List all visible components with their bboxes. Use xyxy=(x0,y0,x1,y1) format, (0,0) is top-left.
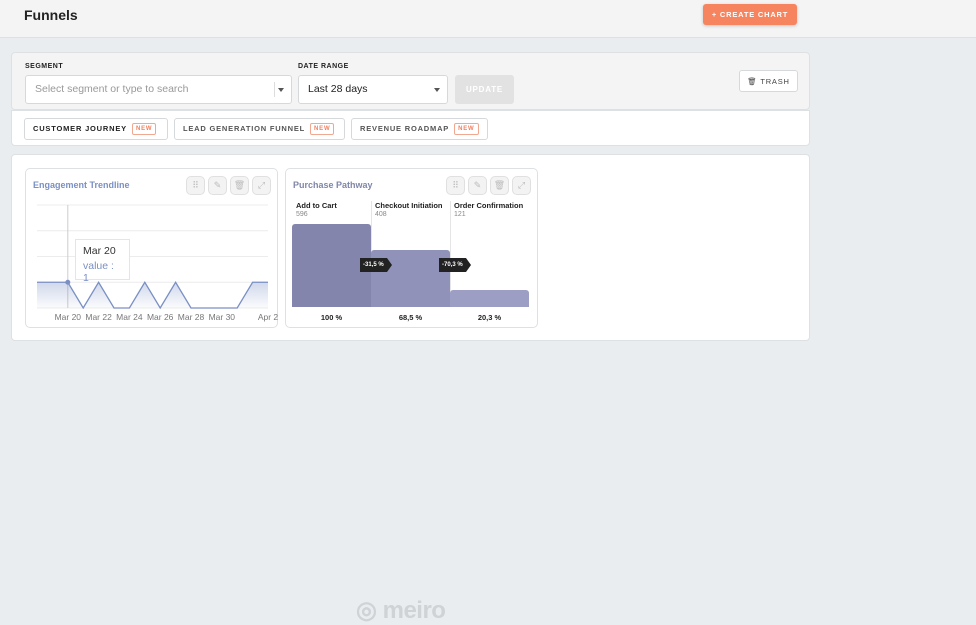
step-label: Order Confirmation xyxy=(454,201,524,210)
drag-handle-icon[interactable]: ⠿ xyxy=(446,176,465,195)
charts-board: Engagement Trendline ⠿ ✎ 🗑 ⤢ Mar 20 Mar 2… xyxy=(11,154,810,341)
create-chart-button[interactable]: + CREATE CHART xyxy=(703,4,797,25)
chart-card-engagement-trendline: Engagement Trendline ⠿ ✎ 🗑 ⤢ Mar 20 Mar 2… xyxy=(25,168,278,328)
step-percent: 100 % xyxy=(320,313,343,322)
x-tick-label: Mar 22 xyxy=(85,312,112,322)
chevron-down-icon xyxy=(278,88,284,92)
trash-icon: 🗑 xyxy=(747,77,761,86)
delete-icon[interactable]: 🗑 xyxy=(230,176,249,195)
expand-icon[interactable]: ⤢ xyxy=(252,176,271,195)
page-header: Funnels + CREATE CHART xyxy=(0,0,976,38)
tooltip-value: value : 1 xyxy=(83,260,114,284)
tab-customer-journey[interactable]: CUSTOMER JOURNEY NEW xyxy=(24,118,168,140)
step-value: 121 xyxy=(454,211,466,218)
date-range-select[interactable]: Last 28 days xyxy=(298,75,448,104)
column-divider xyxy=(450,201,451,307)
x-tick-label: Mar 24 xyxy=(116,312,143,322)
step-percent: 20,3 % xyxy=(477,313,502,322)
segment-select[interactable]: Select segment or type to search xyxy=(25,75,292,104)
chart-title: Engagement Trendline xyxy=(33,180,130,190)
expand-icon[interactable]: ⤢ xyxy=(512,176,531,195)
x-tick-label: Mar 26 xyxy=(147,312,174,322)
edit-icon[interactable]: ✎ xyxy=(208,176,227,195)
trash-label: TRASH xyxy=(760,77,790,86)
chevron-down-icon xyxy=(434,88,440,92)
new-badge: NEW xyxy=(454,123,479,135)
step-label: Add to Cart xyxy=(296,201,337,210)
series-line xyxy=(37,280,268,310)
new-badge: NEW xyxy=(310,123,335,135)
tooltip-date: Mar 20 xyxy=(83,245,116,257)
delete-icon[interactable]: 🗑 xyxy=(490,176,509,195)
segment-placeholder: Select segment or type to search xyxy=(35,83,189,95)
x-tick-label: Mar 28 xyxy=(178,312,205,322)
x-tick-label: Apr 2 xyxy=(258,312,279,322)
dropoff-badge: -70,3 % xyxy=(439,258,471,272)
page-title: Funnels xyxy=(24,7,78,23)
step-percent: 68,5 % xyxy=(398,313,423,322)
step-value: 596 xyxy=(296,211,308,218)
update-button[interactable]: UPDATE xyxy=(455,75,514,104)
date-range-value: Last 28 days xyxy=(308,83,368,95)
edit-icon[interactable]: ✎ xyxy=(468,176,487,195)
x-tick-label: Mar 30 xyxy=(209,312,236,322)
chart-tooltip: Mar 20 value : 1 xyxy=(75,239,130,284)
drag-handle-icon[interactable]: ⠿ xyxy=(186,176,205,195)
funnel-bar[interactable] xyxy=(292,224,371,307)
dropoff-badge: -31,5 % xyxy=(360,258,392,272)
segment-label: SEGMENT xyxy=(25,63,64,70)
chart-card-purchase-pathway: Purchase Pathway ⠿ ✎ 🗑 ⤢ Add to Cart 596 1… xyxy=(285,168,538,328)
new-badge: NEW xyxy=(131,123,157,135)
data-point xyxy=(65,279,71,285)
filter-panel: SEGMENT Select segment or type to search… xyxy=(11,52,810,110)
chart-title: Purchase Pathway xyxy=(293,180,373,190)
x-tick-label: Mar 20 xyxy=(55,312,82,322)
date-range-label: DATE RANGE xyxy=(298,63,349,70)
funnel-bar[interactable] xyxy=(450,290,529,307)
trash-button[interactable]: 🗑 TRASH xyxy=(739,70,798,92)
tab-lead-generation-funnel[interactable]: LEAD GENERATION FUNNEL NEW xyxy=(174,118,345,140)
step-label: Checkout Initiation xyxy=(375,201,443,210)
line-chart: Mar 20 Mar 22 Mar 24 Mar 26 Mar 28 Mar 30 Apr … xyxy=(37,204,279,322)
tab-revenue-roadmap[interactable]: REVENUE ROADMAP NEW xyxy=(351,118,488,140)
step-value: 408 xyxy=(375,211,387,218)
meiro-logo: ◎ meiro xyxy=(356,597,446,624)
funnel-tabs: CUSTOMER JOURNEY NEW LEAD GENERATION FUNN… xyxy=(11,110,810,146)
